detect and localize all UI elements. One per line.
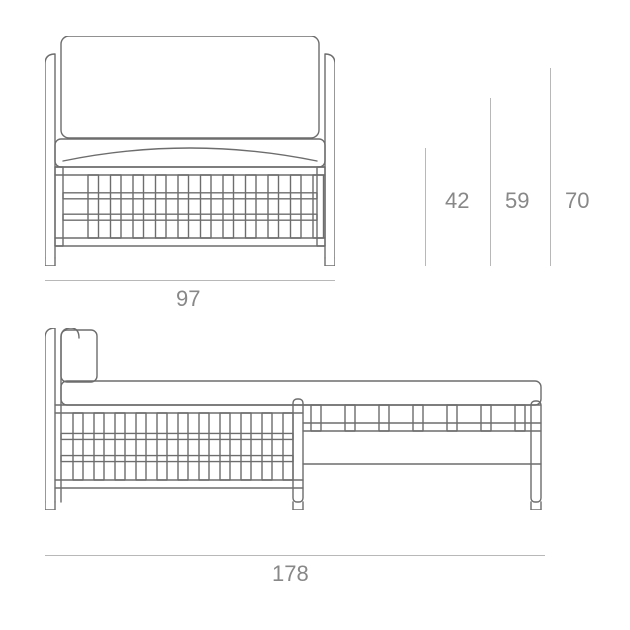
dim-height-seat: 42 [445,188,469,214]
rule-width-front [45,280,335,281]
dim-height-total: 70 [565,188,589,214]
dim-width-front: 97 [176,286,200,312]
dim-height-back: 59 [505,188,529,214]
rule-width-total [45,555,545,556]
rule-height-total [550,68,551,266]
side-elevation [45,328,545,510]
rule-height-back [490,98,491,266]
dim-width-total: 178 [272,561,309,587]
front-elevation [45,36,335,266]
rule-height-seat [425,148,426,266]
